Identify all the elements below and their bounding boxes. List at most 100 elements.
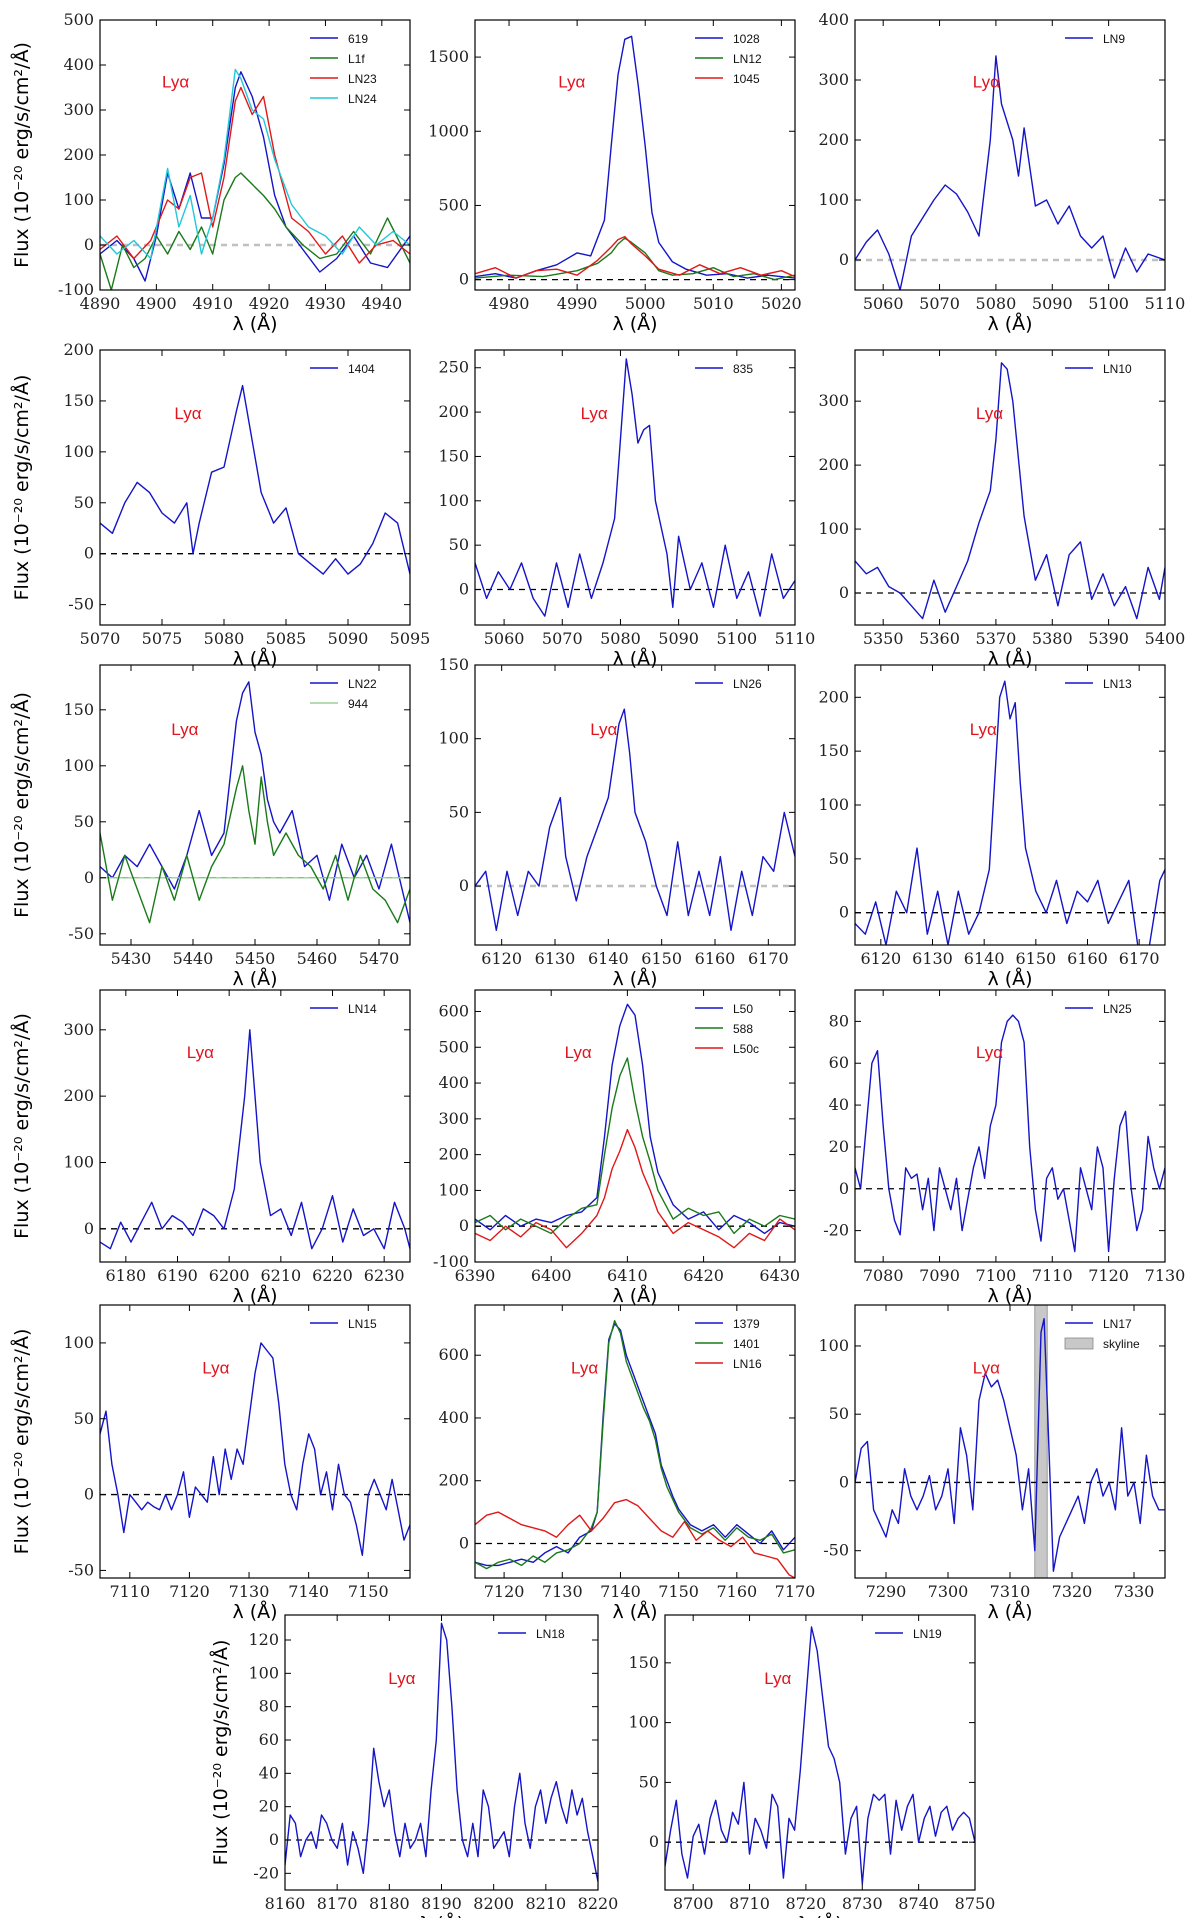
y-tick-label: 100 [248,1663,279,1682]
y-tick-label: 50 [74,812,94,831]
x-tick-label: 8170 [317,1894,358,1913]
x-tick-label: 7140 [288,1582,329,1601]
x-tick-label: 7310 [990,1582,1031,1601]
legend-label: LN25 [1103,1002,1132,1016]
x-tick-label: 5060 [863,294,904,313]
x-tick-label: 6410 [607,1266,648,1285]
x-tick-label: 7130 [542,1582,583,1601]
lya-label: Lyα [162,73,189,92]
series-line-1045 [475,235,795,279]
lya-label: Lyα [976,404,1003,423]
series-line-LN26 [475,708,795,931]
panel-13: 7110 7120 7130 7140 7150 -50 0 50 100 λ (Å) Flux (… [10,1304,411,1623]
lya-label: Lyα [973,73,1000,92]
y-axis-label: Flux (10⁻²⁰ erg/s/cm²/Å) [10,1329,33,1555]
panel-9: 6120 6130 6140 6150 6160 6170 0 50 100 150 200 λ (Å… [818,664,1166,990]
panel-5: 5060 5070 5080 5090 5100 5110 0 50 100 150 200 250 λ… [438,349,815,670]
series-group [475,1003,795,1249]
y-tick-label: 100 [438,1180,469,1199]
lya-label: Lyα [976,1043,1003,1062]
x-tick-label: 7160 [716,1582,757,1601]
y-tick-label: 100 [63,756,94,775]
x-tick-label: 6210 [260,1266,301,1285]
y-tick-label: 0 [84,235,94,254]
y-tick-label: 500 [438,195,469,214]
legend-label: LN17 [1103,1317,1132,1331]
x-tick-label: 6160 [1067,949,1108,968]
plot-frame [854,989,1166,1263]
lya-label: Lyα [973,1358,1000,1377]
legend-label: 619 [348,32,368,46]
x-tick-label: 5075 [142,629,183,648]
y-tick-label: 400 [63,55,94,74]
y-tick-label: 50 [639,1772,659,1791]
x-tick-label: 5110 [1145,294,1186,313]
y-tick-label: 600 [438,1001,469,1020]
x-tick-label: 5060 [484,629,525,648]
series-line-1401 [475,1319,795,1570]
y-tick-label: 100 [63,1152,94,1171]
plot-frame [474,664,796,946]
plot-frame [664,1614,976,1891]
x-tick-label: 6420 [683,1266,724,1285]
x-tick-label: 5090 [1032,294,1073,313]
legend-label: 1379 [733,1317,760,1331]
y-tick-label: 0 [839,903,849,922]
x-tick-label: 5100 [1088,294,1129,313]
series-group [100,681,410,924]
y-axis-label: Flux (10⁻²⁰ erg/s/cm²/Å) [209,1640,232,1866]
series-group [855,362,1165,620]
y-tick-label: 50 [829,1404,849,1423]
x-tick-label: 6220 [312,1266,353,1285]
y-tick-label: 100 [63,442,94,461]
x-axis-label: λ (Å) [232,1284,277,1307]
legend-label: LN15 [348,1317,377,1331]
y-tick-label: 100 [818,795,849,814]
series-line-1379 [475,1323,795,1567]
y-tick-label: 40 [259,1763,279,1782]
x-axis-label: λ (Å) [612,1284,657,1307]
x-tick-label: 5070 [919,294,960,313]
x-tick-label: 7090 [919,1266,960,1285]
lya-label: Lyα [202,1358,229,1377]
x-tick-label: 5080 [204,629,245,648]
y-tick-label: 50 [449,535,469,554]
y-tick-label: 1500 [428,47,469,66]
lya-label: Lyα [558,73,585,92]
y-tick-label: 100 [628,1713,659,1732]
y-tick-label: 500 [63,10,94,29]
y-tick-label: 400 [818,10,849,29]
x-tick-label: 5450 [235,949,276,968]
series-line-LN19 [665,1626,975,1885]
series-group [100,384,410,575]
x-tick-label: 7290 [866,1582,907,1601]
series-group [285,1622,598,1882]
x-tick-label: 7080 [863,1266,904,1285]
y-tick-label: 150 [63,700,94,719]
series-line-1404 [100,384,410,575]
x-tick-label: 5085 [266,629,307,648]
y-tick-label: 600 [438,1345,469,1364]
legend-label: LN10 [1103,362,1132,376]
legend-label: LN16 [733,1357,762,1371]
x-tick-label: 7120 [484,1582,525,1601]
x-tick-label: 4930 [305,294,346,313]
x-tick-label: 7130 [1145,1266,1186,1285]
y-tick-label: 200 [63,1086,94,1105]
y-tick-label: 0 [459,1533,469,1552]
legend-label: LN26 [733,677,762,691]
lya-label: Lyα [174,404,201,423]
x-axis-label: λ (Å) [232,967,277,990]
x-tick-label: 7120 [1088,1266,1129,1285]
x-axis-label: λ (Å) [987,312,1032,335]
x-tick-label: 6230 [364,1266,405,1285]
y-tick-label: 0 [84,868,94,887]
x-tick-label: 8720 [786,1894,827,1913]
y-tick-label: 80 [259,1697,279,1716]
x-tick-label: 6200 [209,1266,250,1285]
legend-label: 1404 [348,362,375,376]
x-tick-label: 6150 [1015,949,1056,968]
legend-label: LN13 [1103,677,1132,691]
x-tick-label: 5460 [297,949,338,968]
x-tick-label: 7120 [169,1582,210,1601]
